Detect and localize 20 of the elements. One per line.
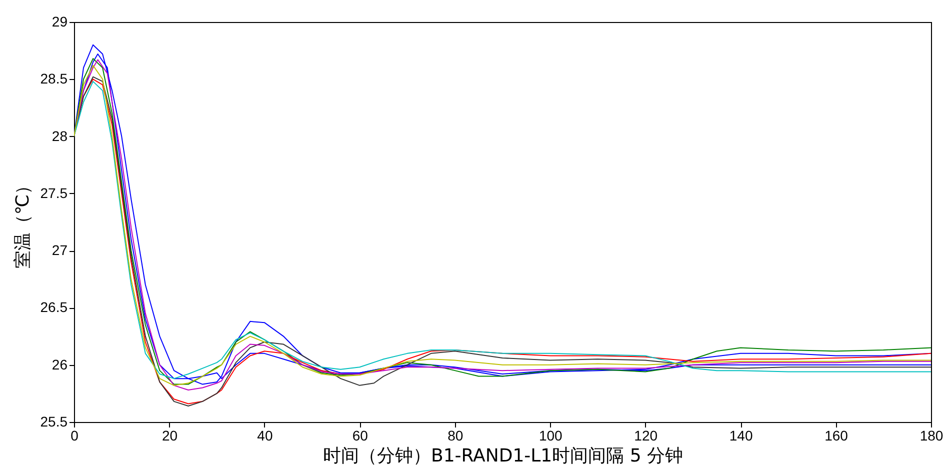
y-tick-label: 28.5 — [40, 70, 68, 87]
x-tick-label: 20 — [162, 428, 178, 444]
x-tick-label: 160 — [824, 428, 848, 444]
y-tick-label: 27.5 — [40, 184, 68, 201]
y-tick-label: 29 — [52, 14, 68, 30]
x-axis-title: 时间（分钟）B1-RAND1-L1时间间隔 5 分钟 — [322, 446, 684, 466]
y-tick-label: 25.5 — [40, 414, 68, 430]
y-tick-label: 26 — [52, 356, 68, 372]
x-tick-label: 40 — [257, 428, 273, 444]
x-tick-label: 180 — [920, 428, 944, 444]
x-tick-label: 140 — [729, 428, 753, 444]
x-tick-label: 60 — [352, 428, 368, 444]
x-tick-label: 120 — [634, 428, 658, 444]
x-tick-label: 80 — [448, 428, 464, 444]
y-axis-title: 室温（℃） — [12, 176, 34, 269]
y-tick-label: 27 — [52, 242, 68, 258]
y-tick-label: 26.5 — [40, 299, 68, 316]
x-tick-label: 100 — [538, 428, 563, 444]
x-tick-label: 0 — [70, 428, 79, 444]
y-tick-label: 28 — [52, 128, 68, 144]
